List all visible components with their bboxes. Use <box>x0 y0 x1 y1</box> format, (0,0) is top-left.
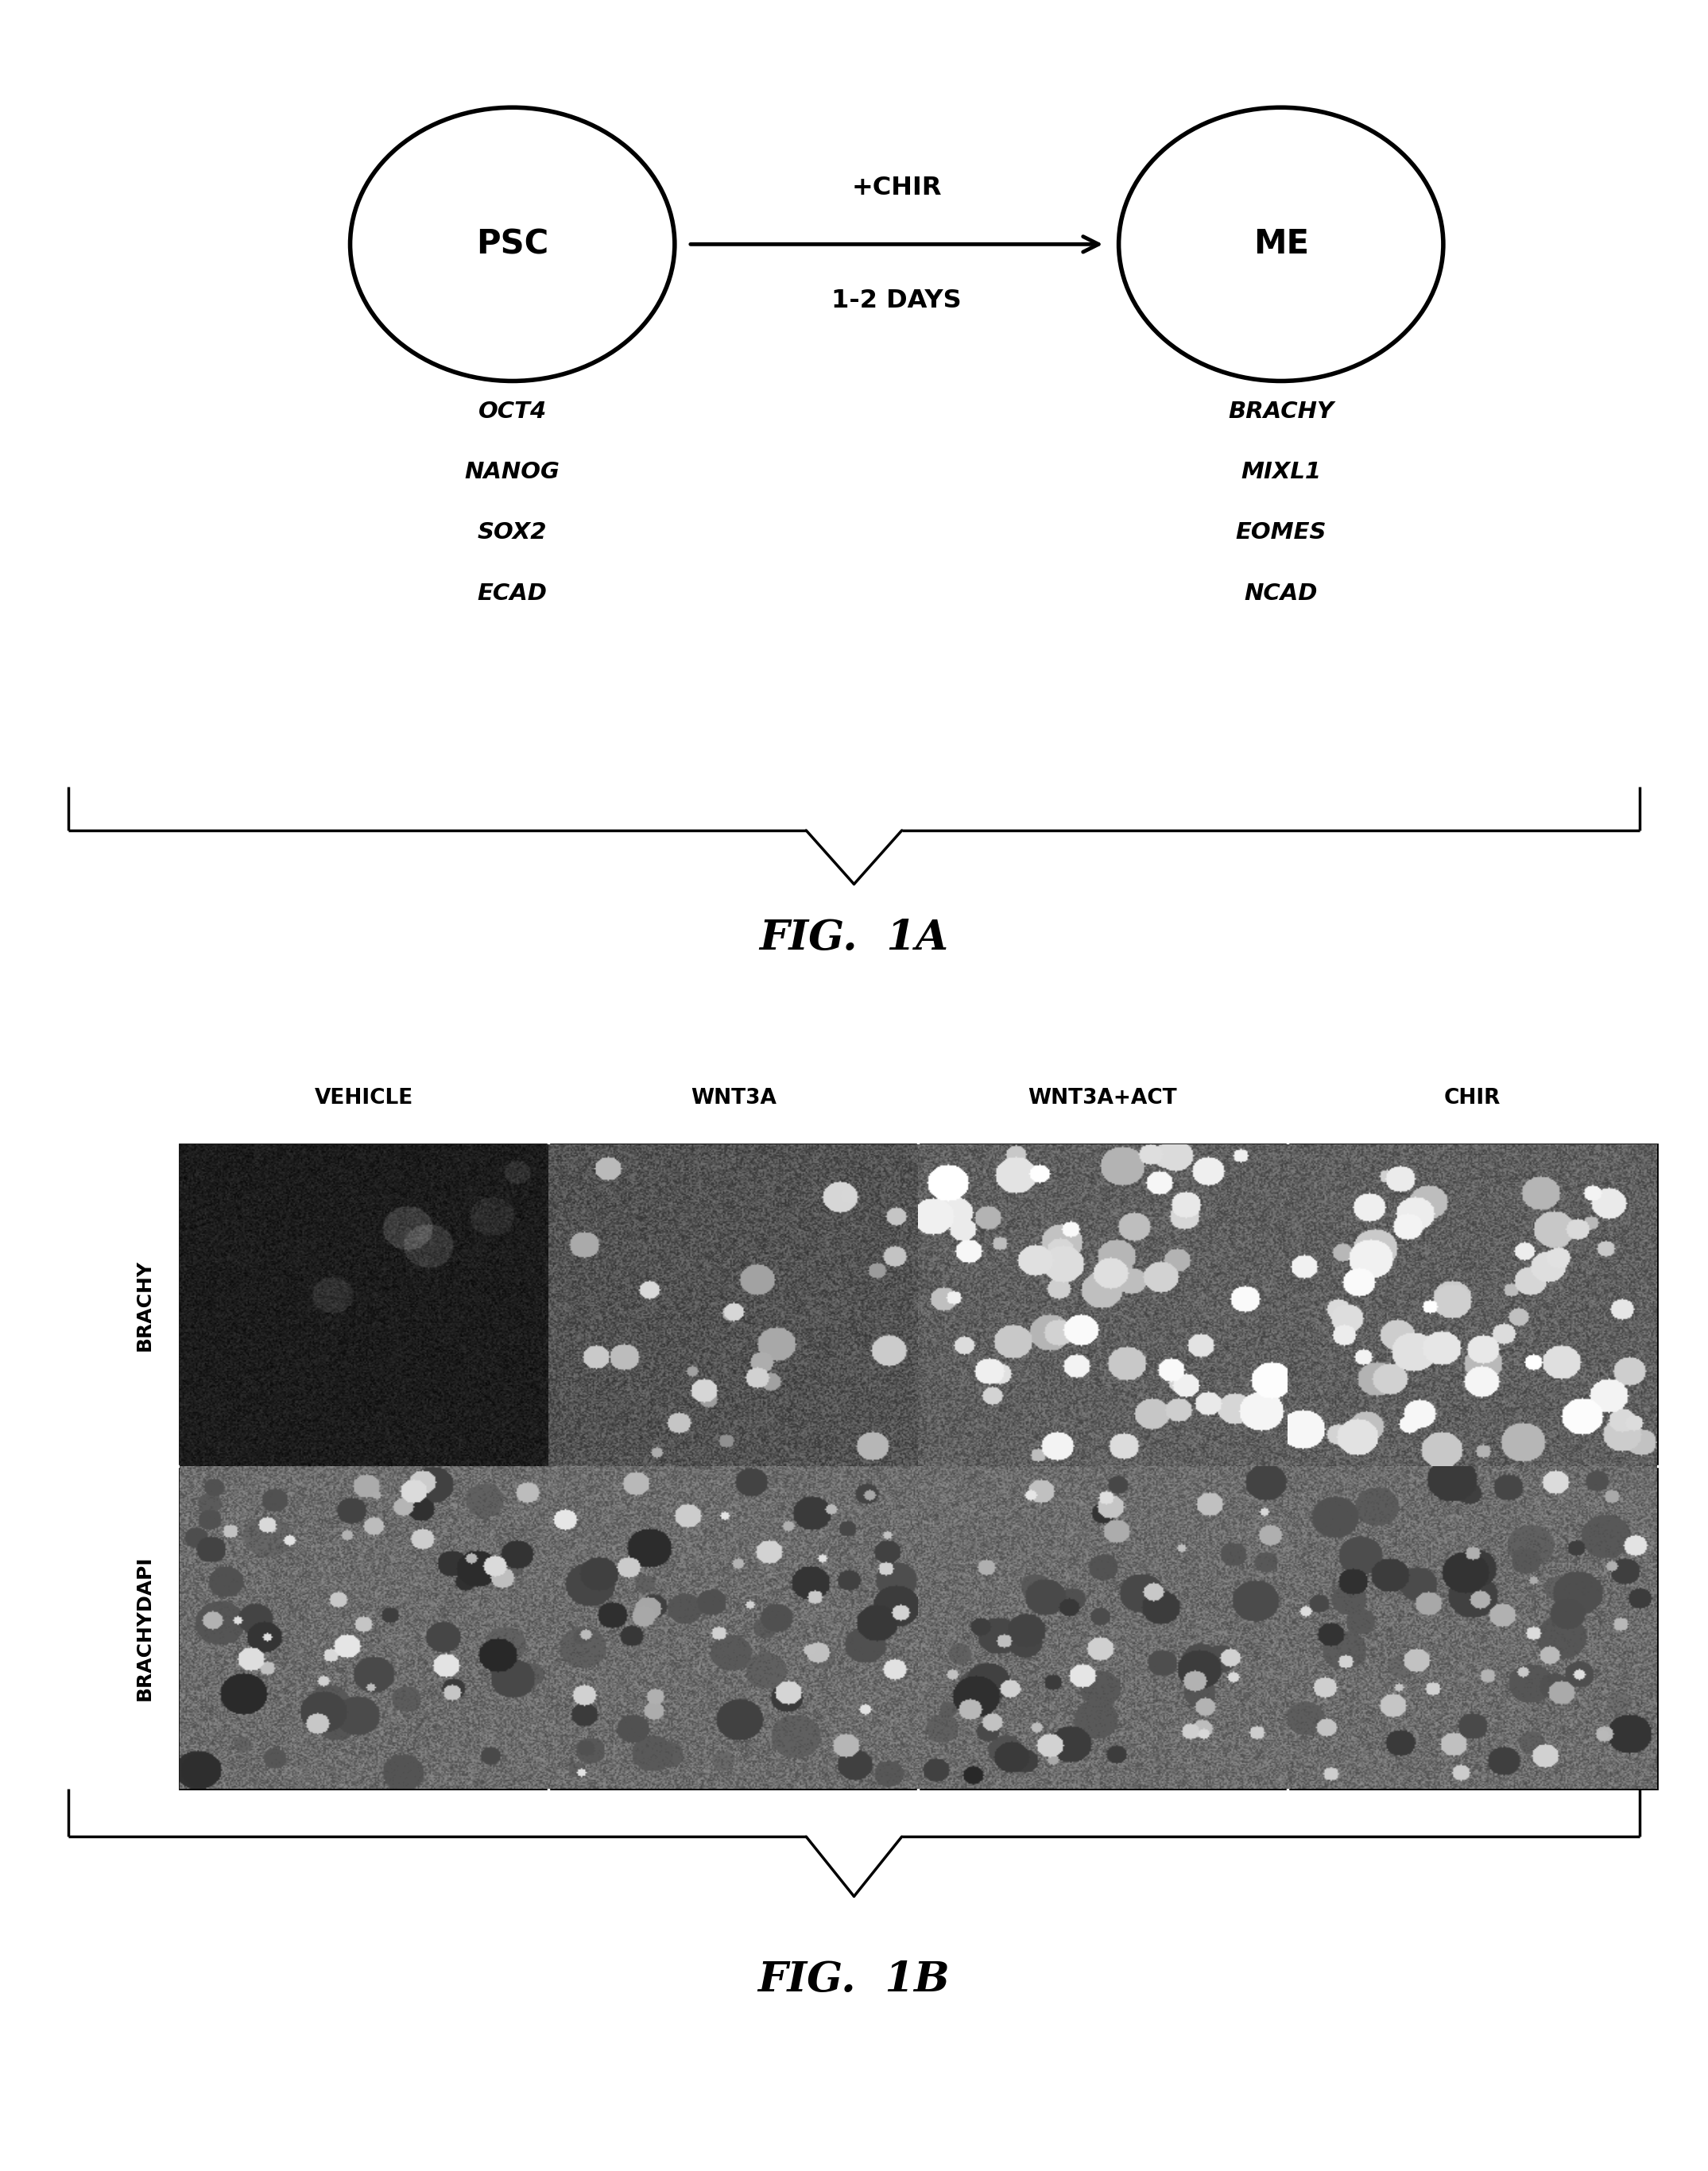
Text: OCT4: OCT4 <box>478 399 547 423</box>
Bar <box>179 1144 1657 1789</box>
Text: +CHIR: +CHIR <box>852 176 941 200</box>
Text: ME: ME <box>1254 228 1308 261</box>
Ellipse shape <box>350 106 675 382</box>
Text: NANOG: NANOG <box>465 460 560 484</box>
Text: BRACHY: BRACHY <box>135 1259 154 1350</box>
Text: BRACHY: BRACHY <box>1228 399 1334 423</box>
Ellipse shape <box>1119 106 1443 382</box>
Text: BRACHYDAPI: BRACHYDAPI <box>135 1554 154 1700</box>
Text: CHIR: CHIR <box>1443 1088 1500 1107</box>
Text: NCAD: NCAD <box>1245 582 1317 604</box>
Text: 1-2 DAYS: 1-2 DAYS <box>832 289 962 313</box>
Text: PSC: PSC <box>477 228 548 261</box>
Text: VEHICLE: VEHICLE <box>314 1088 413 1107</box>
Text: SOX2: SOX2 <box>478 521 547 545</box>
Text: WNT3A+ACT: WNT3A+ACT <box>1028 1088 1177 1107</box>
Text: EOMES: EOMES <box>1235 521 1327 545</box>
Text: MIXL1: MIXL1 <box>1240 460 1322 484</box>
Text: FIG.  1B: FIG. 1B <box>758 1960 950 1999</box>
Text: WNT3A: WNT3A <box>690 1088 775 1107</box>
Text: ECAD: ECAD <box>478 582 547 604</box>
Text: FIG.  1A: FIG. 1A <box>760 918 948 957</box>
